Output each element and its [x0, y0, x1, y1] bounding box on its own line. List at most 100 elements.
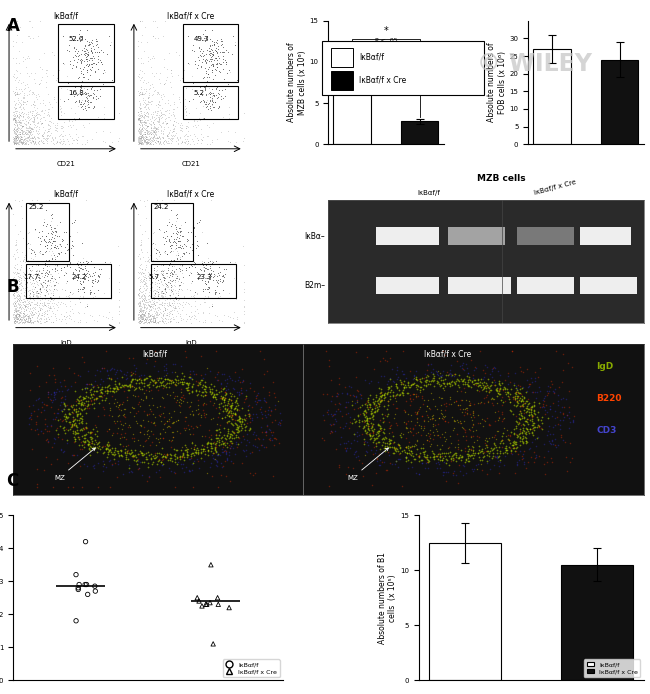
Point — [46, 274, 56, 285]
Point — [112, 446, 123, 457]
Point — [15, 134, 25, 145]
Point — [144, 399, 155, 410]
Point — [410, 453, 420, 464]
Point — [439, 466, 449, 477]
Point — [155, 373, 166, 384]
Point — [32, 265, 43, 276]
Point — [166, 136, 177, 147]
Point — [431, 366, 441, 377]
Point — [232, 404, 242, 415]
Point — [17, 133, 27, 144]
Point — [223, 416, 233, 427]
Point — [413, 391, 423, 402]
Point — [13, 137, 23, 149]
Point — [135, 419, 145, 430]
Point — [18, 298, 28, 310]
Point — [25, 305, 36, 316]
Point — [387, 441, 397, 452]
Point — [468, 466, 478, 477]
Point — [41, 245, 51, 256]
Point — [134, 137, 144, 149]
Point — [441, 453, 451, 464]
Point — [119, 411, 129, 422]
Point — [133, 454, 143, 465]
Point — [329, 418, 339, 429]
Point — [517, 412, 527, 423]
Point — [123, 445, 133, 456]
Point — [138, 94, 148, 105]
Point — [448, 450, 459, 461]
Point — [207, 48, 217, 59]
Point — [144, 314, 155, 325]
Point — [142, 125, 153, 136]
Point — [454, 381, 464, 392]
Point — [172, 305, 182, 316]
Point — [37, 104, 47, 115]
Point — [149, 121, 159, 132]
Point — [512, 396, 522, 407]
Point — [34, 78, 44, 90]
Point — [370, 433, 381, 444]
Point — [476, 382, 486, 393]
Point — [213, 262, 224, 273]
Point — [482, 455, 492, 466]
Point — [10, 112, 20, 123]
Point — [154, 224, 164, 235]
Point — [542, 412, 552, 423]
Point — [49, 389, 59, 400]
Point — [239, 446, 250, 457]
Point — [154, 137, 164, 148]
Point — [479, 381, 489, 392]
Point — [151, 451, 162, 462]
Point — [33, 132, 44, 143]
Point — [17, 121, 27, 133]
Point — [10, 89, 21, 100]
Point — [208, 50, 218, 61]
Point — [14, 134, 24, 145]
Point — [403, 380, 413, 391]
Point — [41, 82, 51, 93]
Point — [11, 303, 21, 314]
Point — [34, 273, 44, 284]
Point — [57, 138, 68, 149]
Point — [166, 82, 176, 93]
Point — [79, 392, 89, 403]
Point — [8, 289, 18, 300]
Point — [212, 450, 222, 461]
Point — [20, 313, 31, 324]
Point — [24, 132, 34, 143]
Point — [434, 373, 444, 384]
Point — [469, 378, 479, 389]
Point — [73, 307, 84, 319]
Point — [18, 102, 29, 113]
Point — [341, 401, 351, 412]
Point — [161, 74, 171, 85]
Point — [174, 223, 185, 234]
Point — [206, 443, 216, 454]
Point — [75, 99, 85, 110]
Point — [215, 58, 226, 69]
Point — [435, 450, 445, 462]
Point — [363, 421, 374, 432]
Point — [564, 423, 575, 434]
Point — [202, 441, 213, 452]
Point — [122, 380, 133, 391]
Point — [466, 445, 476, 456]
Point — [23, 31, 34, 42]
Point — [71, 421, 81, 432]
Point — [32, 299, 43, 310]
Point — [223, 407, 233, 418]
Point — [17, 133, 27, 144]
Point — [172, 253, 183, 264]
Point — [151, 317, 161, 328]
Point — [32, 94, 42, 105]
Point — [14, 83, 24, 94]
Point — [177, 378, 187, 389]
Point — [178, 450, 188, 461]
Point — [138, 270, 148, 281]
Point — [439, 384, 449, 396]
Point — [478, 450, 489, 462]
Point — [547, 456, 558, 467]
Point — [42, 137, 52, 149]
Point — [153, 298, 164, 310]
